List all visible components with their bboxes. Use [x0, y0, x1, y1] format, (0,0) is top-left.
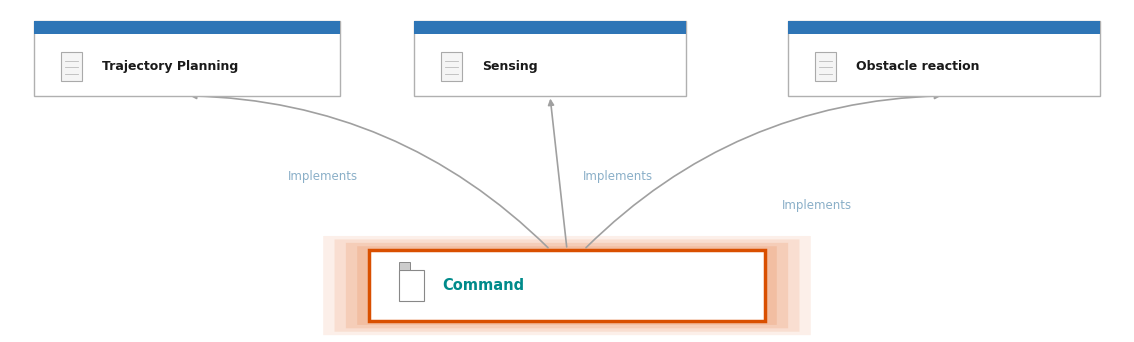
FancyBboxPatch shape: [34, 21, 340, 34]
FancyBboxPatch shape: [441, 52, 462, 81]
FancyBboxPatch shape: [414, 21, 686, 96]
FancyBboxPatch shape: [414, 21, 686, 34]
FancyBboxPatch shape: [369, 250, 765, 321]
Text: Implements: Implements: [583, 170, 653, 183]
FancyBboxPatch shape: [815, 52, 836, 81]
Text: Implements: Implements: [288, 170, 358, 183]
FancyArrowPatch shape: [549, 100, 567, 247]
FancyBboxPatch shape: [788, 21, 1100, 34]
Text: Trajectory Planning: Trajectory Planning: [102, 60, 238, 73]
FancyArrowPatch shape: [586, 93, 939, 248]
FancyBboxPatch shape: [788, 21, 1100, 96]
FancyBboxPatch shape: [323, 236, 811, 335]
FancyBboxPatch shape: [34, 21, 340, 96]
Text: Obstacle reaction: Obstacle reaction: [856, 60, 980, 73]
Text: Implements: Implements: [781, 199, 852, 212]
FancyArrowPatch shape: [192, 93, 548, 248]
FancyBboxPatch shape: [399, 270, 424, 301]
FancyBboxPatch shape: [335, 239, 799, 332]
Text: Sensing: Sensing: [482, 60, 538, 73]
FancyBboxPatch shape: [61, 52, 82, 81]
FancyBboxPatch shape: [346, 243, 788, 328]
FancyBboxPatch shape: [357, 246, 777, 325]
FancyBboxPatch shape: [399, 262, 411, 270]
Text: Command: Command: [442, 278, 524, 293]
